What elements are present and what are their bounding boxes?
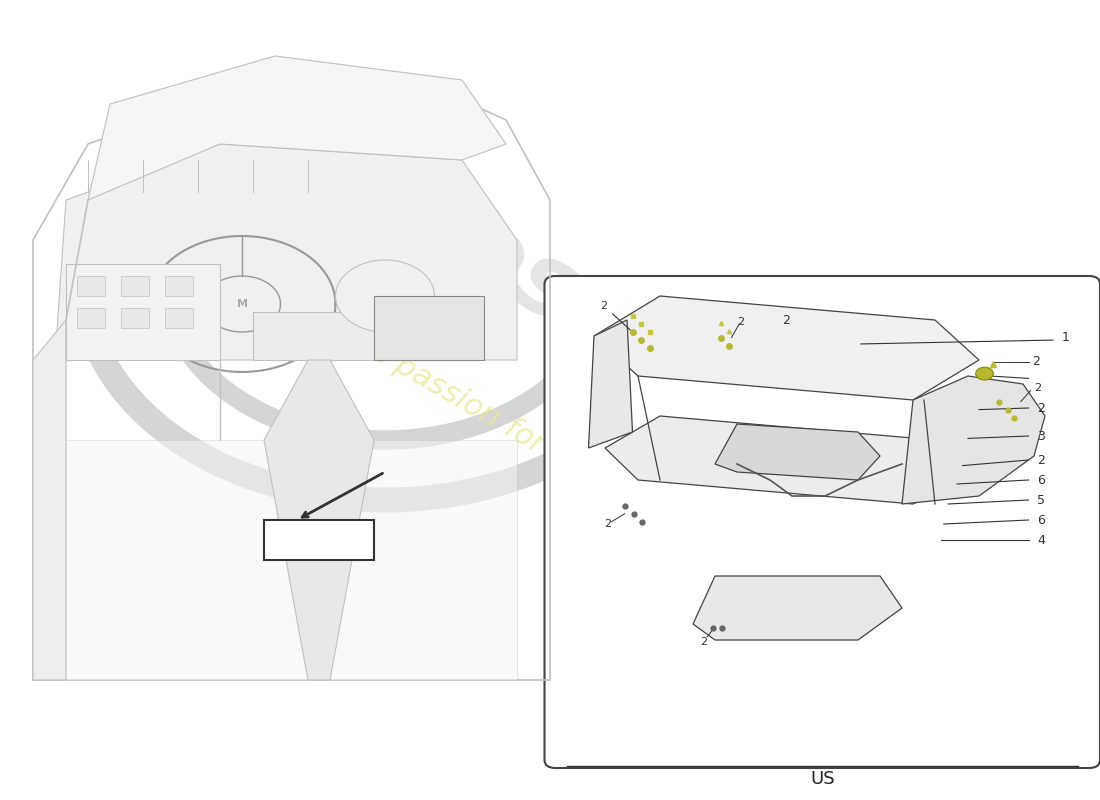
Text: 2: 2 <box>782 314 791 326</box>
Polygon shape <box>715 424 880 480</box>
Bar <box>77 308 104 328</box>
Bar <box>264 520 374 560</box>
Polygon shape <box>66 440 517 680</box>
PathPatch shape <box>55 144 517 360</box>
Circle shape <box>336 260 434 332</box>
Text: 2: 2 <box>1037 454 1045 466</box>
Bar <box>66 264 220 360</box>
Text: eurospares: eurospares <box>274 104 870 504</box>
Polygon shape <box>588 320 632 448</box>
Polygon shape <box>594 296 979 400</box>
Text: 6: 6 <box>1037 474 1045 486</box>
Text: 2: 2 <box>737 317 744 326</box>
Text: M: M <box>236 299 248 309</box>
Text: 2: 2 <box>604 519 611 529</box>
Bar <box>121 276 148 296</box>
Bar <box>165 308 192 328</box>
FancyBboxPatch shape <box>544 276 1100 768</box>
Polygon shape <box>902 376 1045 504</box>
Text: 2: 2 <box>1034 383 1041 393</box>
Text: 5: 5 <box>1037 494 1045 506</box>
Polygon shape <box>264 360 374 680</box>
Text: 3: 3 <box>1037 430 1045 442</box>
Text: 2: 2 <box>1032 355 1040 368</box>
Text: 4: 4 <box>1037 534 1045 546</box>
Text: 2: 2 <box>601 301 607 310</box>
Bar <box>165 276 192 296</box>
Text: US: US <box>810 770 835 787</box>
Bar <box>121 308 148 328</box>
Bar <box>253 312 385 360</box>
Bar <box>77 276 104 296</box>
Circle shape <box>976 367 993 380</box>
Text: a passion for parts since 1985: a passion for parts since 1985 <box>365 336 779 592</box>
Bar <box>374 296 484 360</box>
Text: 1: 1 <box>1062 331 1069 344</box>
PathPatch shape <box>88 56 506 200</box>
Polygon shape <box>33 320 66 680</box>
Polygon shape <box>605 416 968 504</box>
Text: 6: 6 <box>1037 514 1045 526</box>
Text: 2: 2 <box>1037 402 1045 414</box>
Text: 2: 2 <box>701 637 707 646</box>
Polygon shape <box>693 576 902 640</box>
